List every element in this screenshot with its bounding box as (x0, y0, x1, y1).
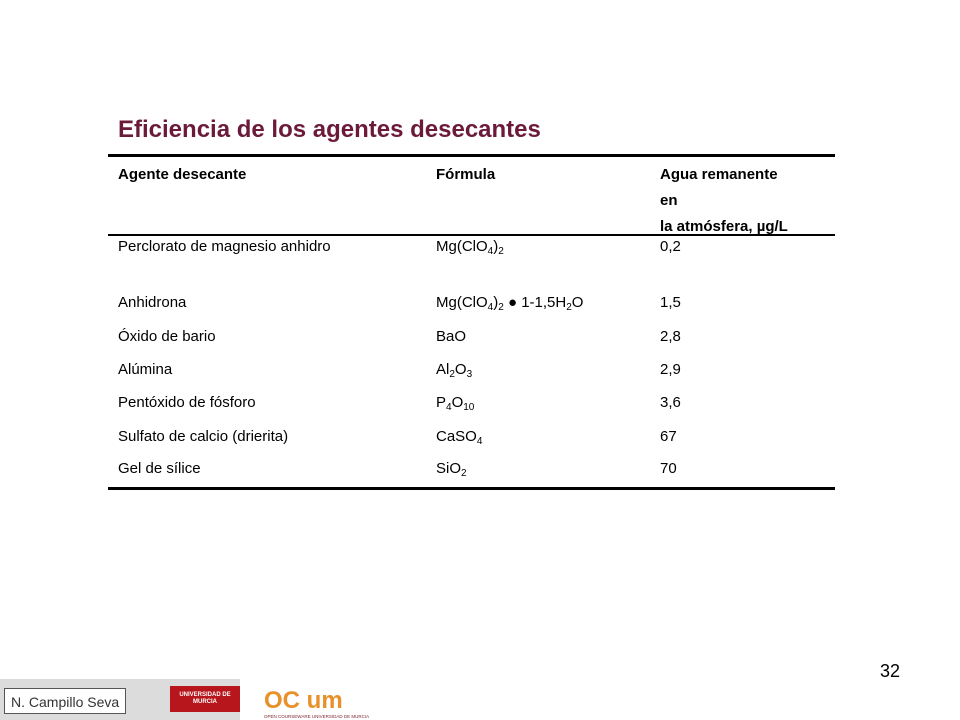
author-label: N. Campillo Seva (4, 688, 127, 714)
cell-value: 67 (660, 428, 677, 445)
cell-agent: Sulfato de calcio (drierita) (118, 428, 289, 445)
cell-agent: Anhidrona (118, 294, 187, 311)
cell-formula: P4O10 (436, 394, 475, 413)
cell-agent: Perclorato de magnesio anhidro (118, 238, 331, 255)
header-water: Agua remanente en la atmósfera, µg/L (660, 162, 830, 240)
cell-value: 70 (660, 460, 677, 477)
cell-agent: Gel de sílice (118, 460, 201, 477)
header-water-line1: Agua remanente (660, 166, 778, 183)
table-row: Anhidrona Mg(ClO4)2 ● 1-1,5H2O 1,5 (108, 291, 835, 315)
cell-formula: SiO2 (436, 460, 467, 479)
cell-agent: Óxido de bario (118, 328, 216, 345)
table-row: Gel de sílice SiO2 70 (108, 457, 835, 481)
table-row: Óxido de bario BaO 2,8 (108, 325, 835, 349)
header-water-line3: la atmósfera, µg/L (660, 218, 788, 235)
page-number: 32 (880, 661, 901, 681)
header-agent: Agente desecante (118, 166, 247, 183)
table-bottom-rule (108, 487, 835, 490)
header-water-line2: en (660, 192, 678, 209)
slide-title: Eficiencia de los agentes desecantes (118, 116, 541, 143)
ocw-logo-text: OC um (264, 687, 343, 714)
cell-value: 0,2 (660, 238, 681, 255)
table-row: Perclorato de magnesio anhidro Mg(ClO4)2… (108, 235, 835, 259)
table-top-rule (108, 154, 835, 157)
cell-value: 2,8 (660, 328, 681, 345)
cell-formula: Al2O3 (436, 361, 473, 380)
cell-formula: CaSO4 (436, 428, 483, 447)
cell-agent: Alúmina (118, 361, 173, 378)
table-header-rule (108, 234, 835, 236)
cell-agent: Pentóxido de fósforo (118, 394, 256, 411)
cell-formula: Mg(ClO4)2 ● 1-1,5H2O (436, 294, 584, 313)
university-logo: UNIVERSIDAD DE MURCIA (170, 686, 240, 712)
cell-value: 2,9 (660, 361, 681, 378)
table-row: Sulfato de calcio (drierita) CaSO4 67 (108, 425, 835, 449)
cell-value: 1,5 (660, 294, 681, 311)
table-row: Pentóxido de fósforo P4O10 3,6 (108, 391, 835, 415)
cell-formula: Mg(ClO4)2 (436, 238, 504, 257)
cell-value: 3,6 (660, 394, 681, 411)
cell-formula: BaO (436, 328, 467, 345)
ocw-logo: OC um OPEN COURSEWARE UNIVERSIDAD DE MUR… (264, 687, 369, 719)
header-formula: Fórmula (436, 166, 496, 183)
ocw-logo-subtext: OPEN COURSEWARE UNIVERSIDAD DE MURCIA (264, 714, 369, 719)
table-row: Alúmina Al2O3 2,9 (108, 358, 835, 382)
